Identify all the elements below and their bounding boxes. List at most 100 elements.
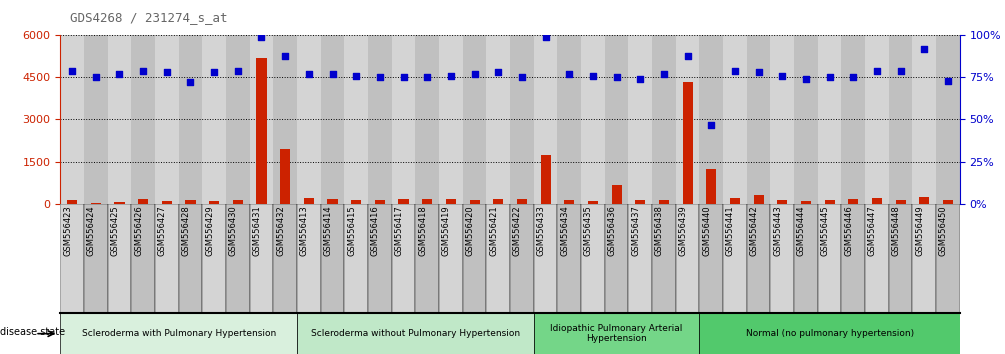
- Bar: [155, 204, 179, 313]
- Text: GSM556448: GSM556448: [891, 205, 900, 256]
- Point: [112, 71, 128, 77]
- Bar: [534, 204, 558, 313]
- Bar: [297, 204, 321, 313]
- Bar: [60, 204, 84, 313]
- Bar: [865, 35, 888, 204]
- Text: GSM556446: GSM556446: [844, 205, 853, 256]
- Point: [892, 68, 909, 74]
- Bar: [895, 200, 906, 204]
- Point: [821, 75, 837, 80]
- Bar: [699, 35, 723, 204]
- Bar: [511, 35, 534, 204]
- Bar: [558, 204, 581, 313]
- Point: [679, 53, 695, 58]
- Bar: [446, 199, 456, 204]
- Bar: [462, 204, 486, 313]
- Bar: [304, 198, 314, 204]
- Bar: [723, 35, 747, 204]
- Bar: [67, 200, 77, 204]
- Point: [561, 71, 577, 77]
- Bar: [328, 199, 338, 204]
- Bar: [202, 35, 226, 204]
- Text: GSM556445: GSM556445: [821, 205, 829, 256]
- Bar: [581, 204, 605, 313]
- Bar: [818, 204, 841, 313]
- Text: GSM556419: GSM556419: [442, 205, 451, 256]
- Point: [325, 71, 341, 77]
- Bar: [273, 35, 297, 204]
- Bar: [132, 204, 155, 313]
- Point: [798, 76, 814, 82]
- Point: [230, 68, 246, 74]
- Bar: [777, 200, 787, 204]
- Bar: [415, 35, 439, 204]
- Bar: [60, 313, 297, 354]
- Bar: [564, 200, 574, 204]
- Bar: [249, 35, 273, 204]
- Text: GSM556450: GSM556450: [939, 205, 948, 256]
- Bar: [699, 204, 723, 313]
- Point: [64, 68, 80, 74]
- Bar: [534, 35, 558, 204]
- Text: GSM556415: GSM556415: [347, 205, 356, 256]
- Bar: [747, 204, 771, 313]
- Bar: [439, 204, 462, 313]
- Point: [538, 34, 554, 40]
- Text: disease state: disease state: [0, 327, 65, 337]
- Bar: [392, 204, 415, 313]
- Bar: [699, 313, 960, 354]
- Bar: [280, 149, 290, 204]
- Text: GSM556428: GSM556428: [182, 205, 191, 256]
- Bar: [747, 35, 771, 204]
- Bar: [707, 169, 717, 204]
- Point: [443, 73, 459, 79]
- Bar: [486, 204, 510, 313]
- Bar: [675, 204, 699, 313]
- Bar: [297, 313, 534, 354]
- Bar: [865, 204, 888, 313]
- Bar: [368, 204, 392, 313]
- Point: [372, 75, 388, 80]
- Bar: [558, 35, 581, 204]
- Bar: [415, 204, 439, 313]
- Bar: [486, 35, 511, 204]
- Bar: [345, 35, 368, 204]
- Text: GSM556423: GSM556423: [63, 205, 72, 256]
- Bar: [794, 35, 818, 204]
- Point: [917, 46, 933, 52]
- Bar: [108, 35, 132, 204]
- Point: [704, 122, 720, 127]
- Point: [87, 75, 104, 80]
- Text: GSM556426: GSM556426: [134, 205, 143, 256]
- Bar: [652, 204, 675, 313]
- Bar: [138, 199, 148, 204]
- Bar: [913, 204, 936, 313]
- Bar: [249, 204, 273, 313]
- Bar: [375, 200, 385, 204]
- Point: [869, 68, 885, 74]
- Point: [135, 68, 151, 74]
- Point: [608, 75, 624, 80]
- Bar: [399, 199, 409, 204]
- Text: GSM556424: GSM556424: [86, 205, 95, 256]
- Bar: [581, 35, 605, 204]
- Bar: [605, 204, 628, 313]
- Point: [419, 75, 435, 80]
- Bar: [652, 35, 675, 204]
- Bar: [541, 154, 551, 204]
- Text: GSM556420: GSM556420: [465, 205, 474, 256]
- Text: GSM556431: GSM556431: [252, 205, 261, 256]
- Point: [159, 70, 175, 75]
- Point: [253, 34, 269, 40]
- Point: [656, 71, 672, 77]
- Bar: [510, 204, 534, 313]
- Bar: [818, 35, 841, 204]
- Text: GSM556427: GSM556427: [158, 205, 167, 256]
- Bar: [794, 204, 818, 313]
- Text: GSM556430: GSM556430: [229, 205, 238, 256]
- Point: [466, 71, 482, 77]
- Bar: [517, 199, 527, 204]
- Point: [940, 78, 956, 84]
- Bar: [297, 35, 321, 204]
- Point: [396, 75, 412, 80]
